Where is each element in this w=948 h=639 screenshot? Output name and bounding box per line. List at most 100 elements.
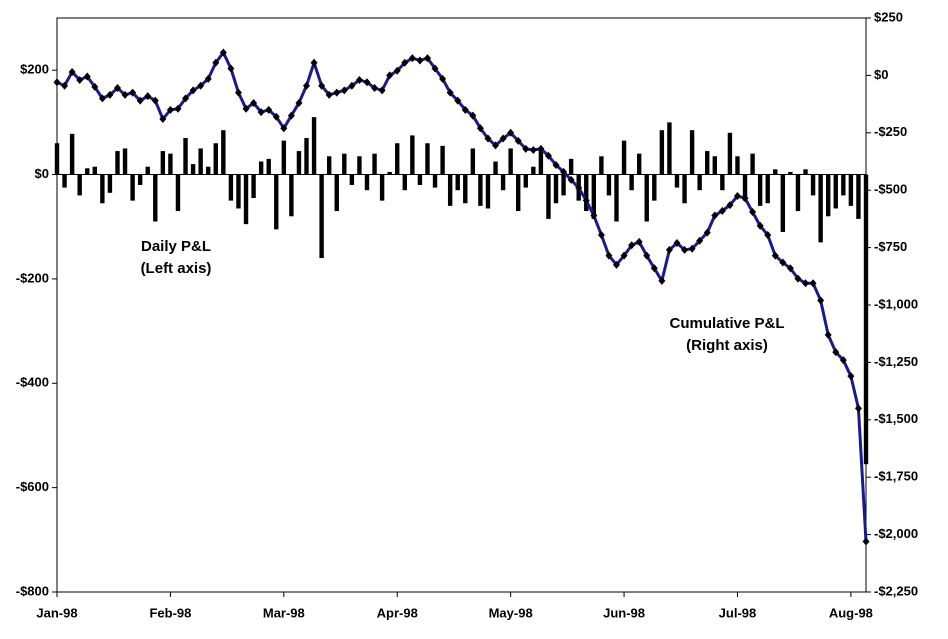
bar xyxy=(69,133,75,175)
y2-tick-label: -$500 xyxy=(874,182,907,197)
bar xyxy=(750,153,755,175)
y2-tick-label: -$1,250 xyxy=(874,354,918,369)
bar xyxy=(795,174,801,212)
bar xyxy=(395,143,400,175)
bar xyxy=(470,148,476,175)
bar xyxy=(160,151,166,175)
marker xyxy=(575,183,583,192)
marker xyxy=(590,211,598,220)
bar xyxy=(735,156,740,175)
bar xyxy=(682,174,687,204)
marker xyxy=(809,279,817,288)
marker xyxy=(665,245,673,254)
x-tick-label: Apr-98 xyxy=(377,605,418,620)
x-tick-label: May-98 xyxy=(489,605,533,620)
bar xyxy=(326,156,332,175)
bar xyxy=(198,148,203,175)
bar xyxy=(705,151,710,175)
y-tick-label: -$400 xyxy=(16,375,49,390)
bar xyxy=(357,156,362,175)
marker xyxy=(635,237,643,246)
marker xyxy=(61,81,69,90)
bar xyxy=(780,174,786,232)
line xyxy=(56,49,868,542)
bar xyxy=(553,174,559,204)
marker xyxy=(219,48,227,57)
marker xyxy=(612,260,620,269)
marker xyxy=(817,296,825,305)
marker xyxy=(212,58,220,67)
bar xyxy=(810,174,816,196)
marker xyxy=(91,82,99,91)
marker xyxy=(832,348,840,357)
marker xyxy=(401,58,409,67)
bar xyxy=(372,153,377,175)
bar xyxy=(387,171,392,175)
bar xyxy=(757,174,763,206)
marker xyxy=(446,88,454,97)
bar xyxy=(863,174,869,465)
marker xyxy=(174,104,182,113)
marker xyxy=(839,356,847,365)
bar xyxy=(175,174,181,212)
marker xyxy=(469,111,477,120)
bar xyxy=(674,174,680,188)
marker xyxy=(98,94,106,103)
bar xyxy=(538,148,544,175)
marker xyxy=(166,105,174,114)
marker xyxy=(265,105,273,114)
bar xyxy=(516,174,521,212)
y2-tick-label: -$1,750 xyxy=(874,469,918,484)
marker xyxy=(234,88,242,97)
marker xyxy=(408,54,416,63)
marker xyxy=(567,175,575,184)
marker xyxy=(582,196,590,205)
marker xyxy=(303,81,311,90)
marker xyxy=(764,230,772,239)
bar xyxy=(364,174,370,191)
marker xyxy=(431,64,439,73)
bar xyxy=(614,174,619,222)
bar xyxy=(606,174,612,196)
y-tick-label: -$600 xyxy=(16,479,49,494)
marker xyxy=(136,96,144,105)
marker xyxy=(144,92,152,101)
bar xyxy=(584,174,589,212)
x-tick-label: Jun-98 xyxy=(603,605,645,620)
y2-tick-label: -$1,500 xyxy=(874,411,918,426)
marker xyxy=(113,84,121,93)
marker xyxy=(605,251,613,260)
marker xyxy=(348,81,356,90)
bar xyxy=(100,174,105,204)
marker xyxy=(484,134,492,143)
bar xyxy=(228,174,234,201)
bar xyxy=(145,166,150,175)
bar xyxy=(689,130,695,175)
y-tick-label: $200 xyxy=(20,62,49,77)
bar xyxy=(274,174,279,230)
marker xyxy=(53,78,61,87)
x-tick-label: Aug-98 xyxy=(829,605,873,620)
marker xyxy=(461,105,469,114)
marker xyxy=(129,88,137,97)
bar xyxy=(629,174,634,191)
marker xyxy=(242,104,250,113)
bar xyxy=(500,174,506,191)
annotation: Cumulative P&L xyxy=(669,315,784,332)
bar xyxy=(818,174,823,243)
bar xyxy=(236,174,241,209)
bar xyxy=(417,174,423,185)
annotation: (Right axis) xyxy=(686,337,768,354)
bar xyxy=(115,151,120,175)
bar xyxy=(765,174,770,204)
y2-tick-label: -$2,250 xyxy=(874,583,918,598)
marker xyxy=(507,128,515,137)
marker xyxy=(560,167,568,176)
bar xyxy=(848,174,854,206)
bar xyxy=(508,148,513,175)
bar xyxy=(349,174,355,185)
bar xyxy=(251,174,256,199)
marker xyxy=(423,54,431,63)
bar xyxy=(463,174,468,204)
